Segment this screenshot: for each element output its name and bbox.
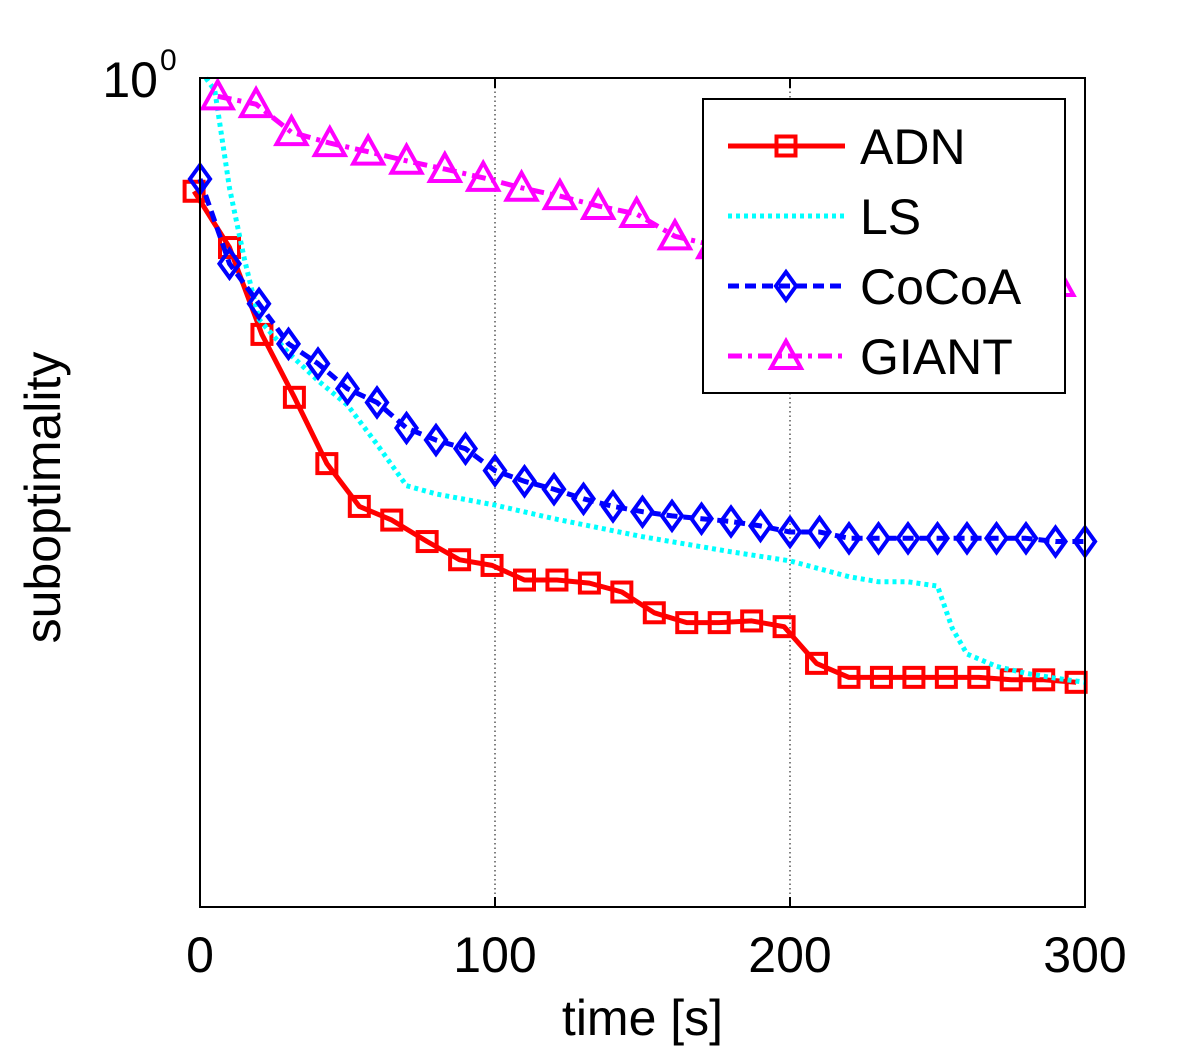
legend-marker-giant [767,336,805,370]
legend: ADN LS CoCoA GIANT [702,98,1066,394]
data-point-giant [311,123,349,158]
data-point-giant [656,217,694,251]
series-line-adn [191,189,1077,685]
data-point-cocoa [924,520,951,556]
data-point-adn [250,322,274,346]
data-point-giant [618,194,655,228]
data-point-adn [869,665,893,689]
data-point-adn [380,508,404,532]
data-point-adn [347,494,371,518]
legend-entry-cocoa: CoCoA [728,259,1022,315]
data-point-cocoa [954,520,980,556]
data-point-giant [464,158,502,192]
legend-label-giant: GIANT [860,329,1013,385]
data-point-cocoa [393,410,420,446]
legend-label-adn: ADN [860,119,966,175]
data-point-adn [642,601,666,625]
series-line-ls [203,76,1086,685]
legend-marker-cocoa [773,268,799,304]
data-point-adn [967,665,991,689]
data-point-cocoa [452,431,479,467]
data-point-cocoa [806,514,833,550]
data-point-cocoa [718,504,744,539]
data-point-cocoa [216,246,243,282]
data-point-adn [513,568,536,592]
data-point-cocoa [541,471,567,507]
data-point-adn [415,530,439,554]
data-point-cocoa [629,494,656,530]
data-point-cocoa [1042,524,1069,559]
legend-label-cocoa: CoCoA [860,259,1022,315]
series-ls [203,76,1086,685]
legend-entry-giant: GIANT [728,329,1013,385]
data-point-cocoa [482,453,508,489]
data-point-cocoa [983,520,1010,556]
series-adn [182,179,1088,694]
data-point-cocoa [246,286,272,322]
data-point-cocoa [1013,520,1039,556]
data-point-adn [934,665,958,689]
data-point-adn [805,651,829,675]
data-point-cocoa [659,498,685,534]
data-point-giant [237,85,275,119]
data-point-giant [579,186,617,221]
data-point-giant [503,168,540,202]
y-tick-exponent: 0 [160,44,177,77]
data-point-cocoa [836,520,862,556]
data-point-giant [426,149,464,184]
data-point-adn [480,553,504,577]
x-tick-label: 0 [186,927,214,983]
data-point-adn [610,580,634,604]
x-tick-label: 300 [1043,927,1126,983]
x-tick-label: 200 [748,927,831,983]
data-point-giant [199,77,237,111]
legend-label-ls: LS [860,189,921,245]
data-point-cocoa [600,489,626,524]
data-point-adn [315,452,339,476]
data-point-cocoa [334,371,361,407]
data-point-giant [541,177,579,211]
ticks: 0 100 200 300 [186,78,1127,983]
data-point-adn [837,665,861,689]
data-point-adn [999,668,1023,692]
data-point-cocoa [305,346,331,382]
plot-frame [199,77,1086,908]
data-point-adn [740,609,764,633]
data-point-adn [448,548,472,572]
data-point-cocoa [865,520,892,556]
data-point-cocoa [364,385,390,420]
data-point-cocoa [423,422,449,458]
data-point-cocoa [895,520,921,556]
data-point-adn [577,571,601,595]
legend-entry-adn: ADN [728,119,966,175]
data-point-adn [772,615,796,639]
data-point-adn [545,568,569,592]
x-axis-title: time [s] [562,990,723,1046]
x-tick-label: 100 [453,927,536,983]
data-point-giant [273,113,310,147]
series-cocoa [187,161,1098,559]
grid-lines [494,78,791,907]
y-axis-title: suboptimality [15,352,71,644]
y-tick-label-top: 10 0 [102,44,176,108]
data-point-adn [675,611,699,635]
data-point-cocoa [511,463,538,499]
y-tick-base: 10 [102,52,158,108]
data-point-giant [349,132,387,166]
data-point-cocoa [275,326,302,362]
data-point-adn [707,611,731,635]
data-point-adn [282,385,306,409]
data-point-giant [388,141,425,175]
data-point-cocoa [747,508,774,544]
data-point-adn [218,236,241,260]
legend-entry-ls: LS [728,189,921,245]
data-point-adn [902,665,926,689]
legend-marker-adn [774,134,798,158]
data-point-cocoa [688,501,715,537]
data-point-cocoa [570,481,597,517]
series-line-cocoa [197,178,1085,544]
data-point-cocoa [777,514,803,550]
